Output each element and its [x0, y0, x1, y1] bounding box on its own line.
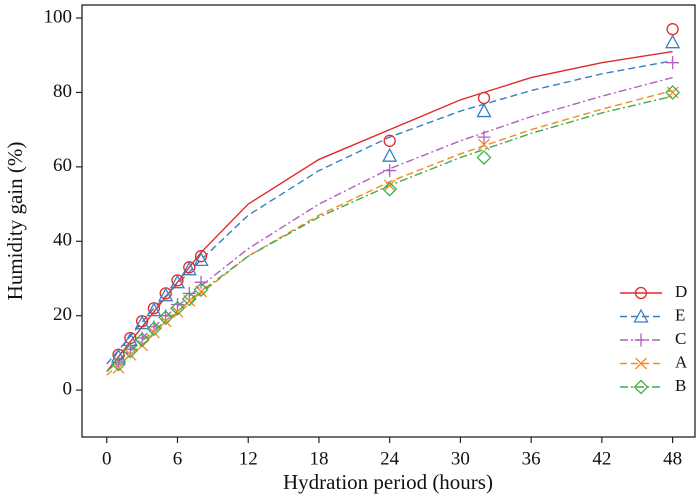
data-point — [169, 274, 186, 289]
data-point — [666, 23, 679, 36]
data-point — [147, 326, 160, 339]
legend-label: D — [675, 282, 687, 301]
fit-curve — [106, 95, 673, 373]
data-point — [170, 298, 184, 312]
data-point — [134, 315, 150, 330]
plot-frame — [81, 4, 696, 438]
data-point — [666, 56, 680, 70]
data-point — [112, 361, 125, 374]
data-point — [122, 343, 138, 359]
data-point — [183, 294, 196, 307]
x-tick-label: 30 — [451, 448, 470, 469]
fit-curve — [106, 50, 673, 372]
y-tick-label: 80 — [53, 81, 72, 102]
data-point — [193, 252, 209, 267]
y-tick-label: 60 — [53, 155, 72, 176]
data-point — [383, 179, 396, 192]
fit-curve — [106, 89, 673, 376]
y-tick-label: 0 — [63, 378, 73, 399]
data-point — [383, 164, 397, 178]
data-point — [194, 275, 208, 289]
data-point — [181, 261, 197, 276]
data-point — [477, 91, 491, 105]
data-point — [476, 103, 492, 118]
data-point — [146, 321, 162, 337]
data-point — [665, 34, 681, 49]
data-point — [382, 181, 398, 197]
fit-curve — [106, 76, 673, 373]
data-point — [158, 287, 174, 302]
data-point — [158, 310, 174, 325]
data-point — [478, 138, 490, 151]
x-tick-label: 0 — [102, 448, 112, 469]
data-point — [159, 315, 172, 328]
data-point — [146, 302, 162, 317]
x-axis-label: Hydration period (hours) — [283, 470, 493, 494]
legend-marker — [634, 333, 648, 347]
x-tick-label: 42 — [592, 448, 611, 469]
x-tick-label: 36 — [522, 448, 541, 469]
data-point — [124, 348, 137, 361]
x-tick-label: 24 — [380, 448, 400, 469]
legend-label: C — [675, 329, 686, 348]
data-point — [382, 147, 398, 162]
y-tick-label: 100 — [44, 6, 73, 27]
data-point — [181, 291, 197, 307]
x-tick-label: 6 — [173, 448, 183, 469]
data-point — [111, 356, 126, 372]
data-point — [134, 332, 150, 348]
x-tick-label: 48 — [663, 448, 682, 469]
data-point — [194, 250, 208, 263]
y-axis-label: Humidity gain (%) — [3, 142, 27, 301]
y-tick-label: 40 — [53, 230, 72, 251]
data-point — [383, 134, 396, 147]
data-point — [195, 285, 208, 298]
legend-label: B — [675, 376, 686, 395]
legend-marker — [634, 286, 648, 300]
legend-marker — [635, 357, 647, 370]
data-point — [666, 86, 679, 99]
data-point — [476, 150, 492, 165]
data-point — [170, 300, 185, 316]
legend-marker — [633, 379, 649, 395]
x-tick-label: 18 — [309, 448, 328, 469]
legend-label: A — [675, 352, 688, 371]
y-tick-label: 20 — [53, 304, 72, 325]
legend-label: E — [675, 305, 685, 324]
data-point — [477, 130, 491, 144]
data-point — [193, 282, 209, 298]
x-tick-label: 12 — [239, 448, 258, 469]
fit-curve — [106, 60, 673, 365]
data-point — [665, 85, 681, 100]
data-point — [171, 306, 184, 318]
legend-marker — [633, 308, 649, 323]
